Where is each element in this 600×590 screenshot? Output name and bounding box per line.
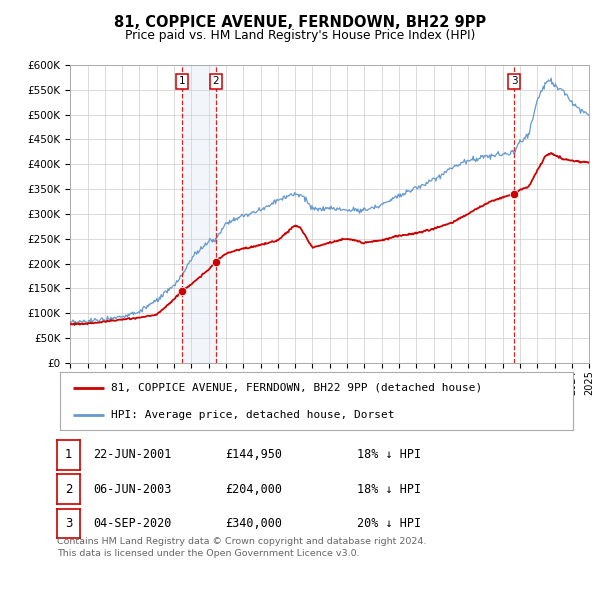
Text: 06-JUN-2003: 06-JUN-2003 [93, 483, 172, 496]
Text: 04-SEP-2020: 04-SEP-2020 [93, 517, 172, 530]
Bar [182, 65, 216, 363]
Text: 3: 3 [65, 517, 72, 530]
Text: 22-JUN-2001: 22-JUN-2001 [93, 448, 172, 461]
Text: Price paid vs. HM Land Registry's House Price Index (HPI): Price paid vs. HM Land Registry's House … [125, 30, 475, 42]
Text: 2: 2 [213, 76, 220, 86]
Text: 1: 1 [65, 448, 72, 461]
Text: Contains HM Land Registry data © Crown copyright and database right 2024.
This d: Contains HM Land Registry data © Crown c… [57, 537, 427, 558]
Text: 1: 1 [179, 76, 185, 86]
Text: 2: 2 [65, 483, 72, 496]
Text: 81, COPPICE AVENUE, FERNDOWN, BH22 9PP (detached house): 81, COPPICE AVENUE, FERNDOWN, BH22 9PP (… [112, 383, 482, 393]
Text: 18% ↓ HPI: 18% ↓ HPI [357, 448, 421, 461]
Text: HPI: Average price, detached house, Dorset: HPI: Average price, detached house, Dors… [112, 410, 395, 420]
Text: 3: 3 [511, 76, 518, 86]
Text: £340,000: £340,000 [225, 517, 282, 530]
Text: 81, COPPICE AVENUE, FERNDOWN, BH22 9PP: 81, COPPICE AVENUE, FERNDOWN, BH22 9PP [114, 15, 486, 30]
Text: £144,950: £144,950 [225, 448, 282, 461]
Text: 20% ↓ HPI: 20% ↓ HPI [357, 517, 421, 530]
Text: £204,000: £204,000 [225, 483, 282, 496]
Text: 18% ↓ HPI: 18% ↓ HPI [357, 483, 421, 496]
